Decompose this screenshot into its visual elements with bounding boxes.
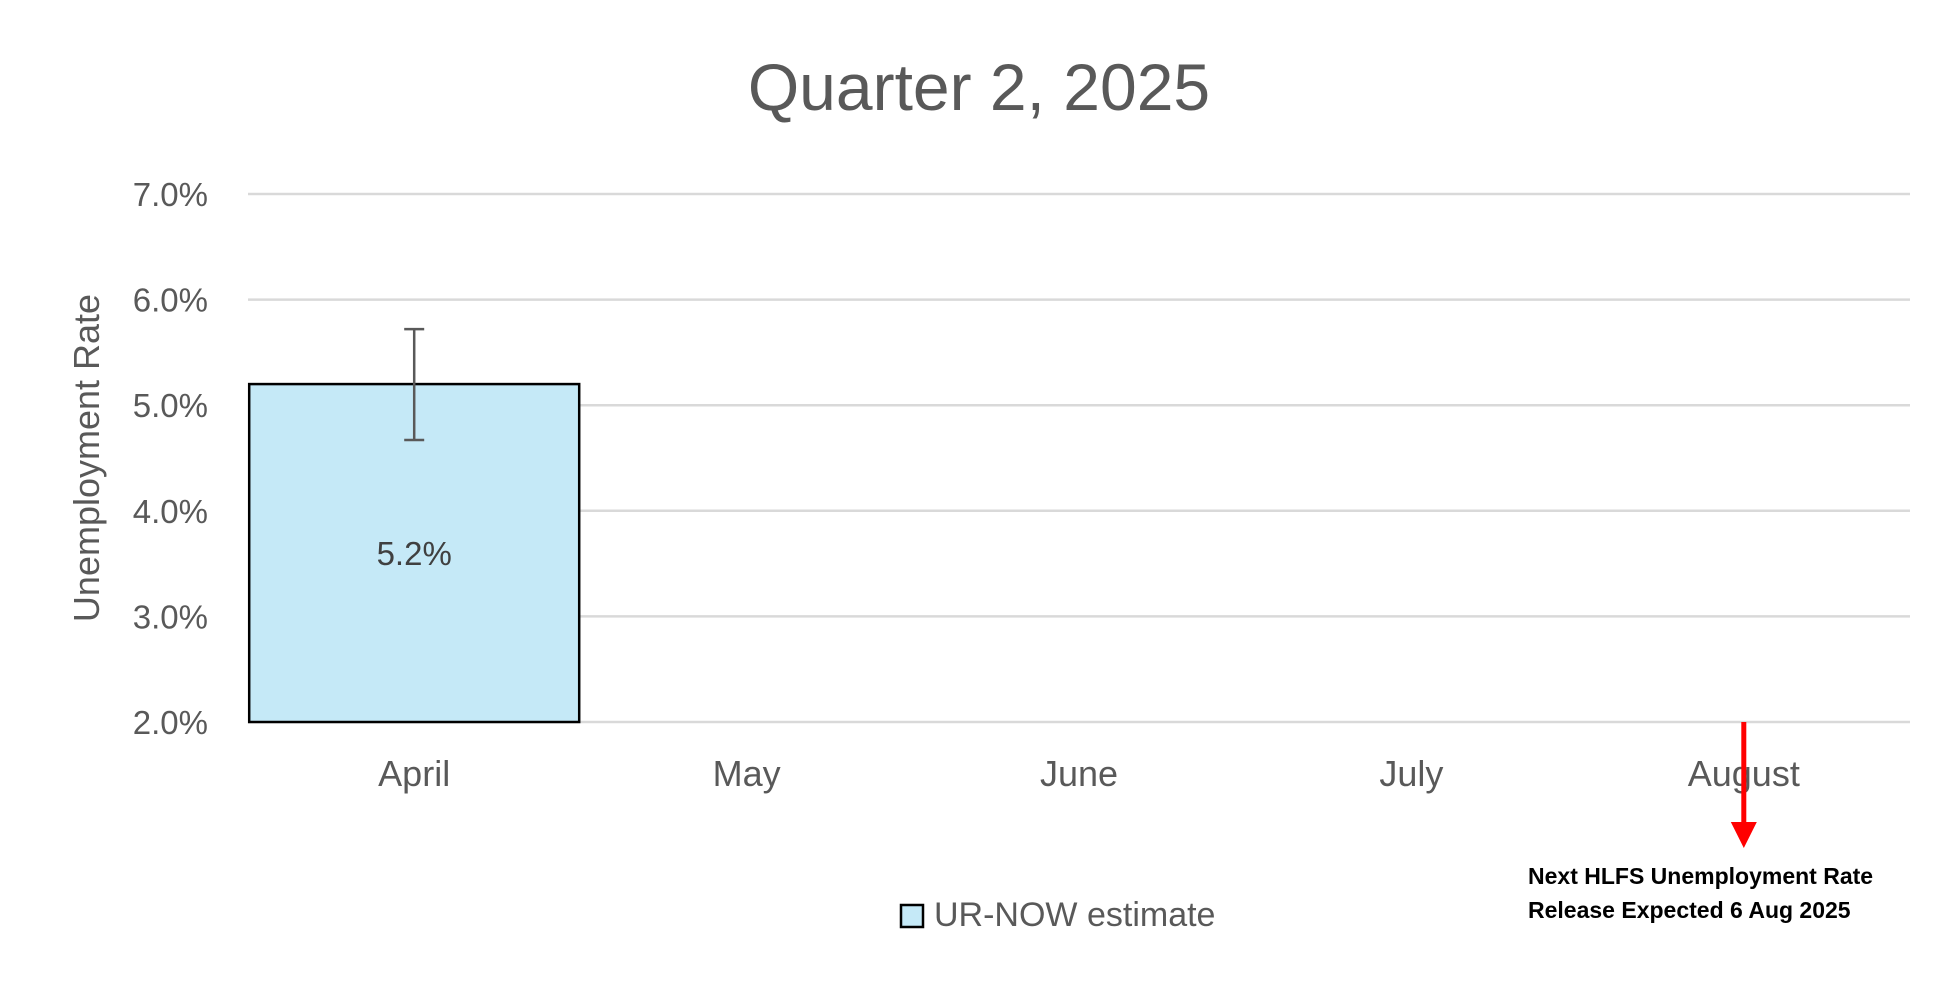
- y-tick-label: 7.0%: [133, 176, 208, 213]
- data-label: 5.2%: [377, 535, 452, 572]
- y-axis-ticks: 2.0% 3.0% 4.0% 5.0% 6.0% 7.0%: [133, 176, 208, 741]
- annotation-arrow-head: [1730, 822, 1757, 848]
- bars: 5.2%: [247, 327, 581, 724]
- x-tick-label: April: [378, 753, 450, 794]
- chart-title: Quarter 2, 2025: [748, 50, 1210, 124]
- release-annotation: Next HLFS Unemployment Rate Release Expec…: [1528, 722, 1873, 923]
- y-tick-label: 2.0%: [133, 704, 208, 741]
- annotation-text: Next HLFS Unemployment Rate: [1528, 863, 1873, 889]
- legend-label: UR-NOW estimate: [934, 896, 1215, 934]
- annotation-text: Release Expected 6 Aug 2025: [1528, 897, 1851, 923]
- legend-swatch: [899, 903, 925, 929]
- y-axis-label: Unemployment Rate: [66, 294, 107, 622]
- y-tick-label: 5.0%: [133, 387, 208, 424]
- x-tick-label: May: [713, 753, 781, 794]
- x-tick-label: June: [1040, 753, 1118, 794]
- x-tick-label: July: [1379, 753, 1443, 794]
- y-tick-label: 3.0%: [133, 598, 208, 635]
- y-tick-label: 6.0%: [133, 282, 208, 319]
- legend: UR-NOW estimate: [899, 896, 1215, 934]
- y-tick-label: 4.0%: [133, 493, 208, 530]
